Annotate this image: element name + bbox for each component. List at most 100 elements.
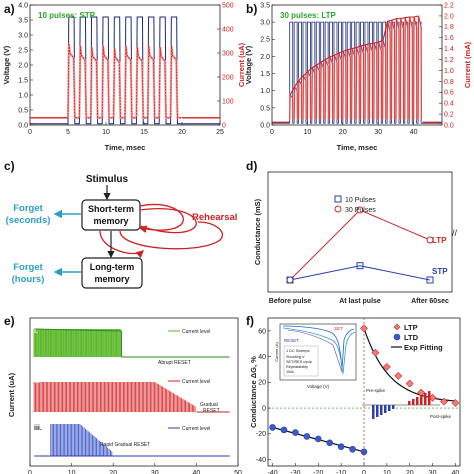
x-tick-label: -40: [268, 470, 278, 474]
panel-a-y-left-label: Voltage (V): [2, 45, 11, 84]
panel-e-x-ticks: 0 10 20 30 40 50: [28, 463, 242, 474]
legend-30-label: 30 Pulses: [345, 207, 376, 214]
panel-d-frame: [267, 171, 453, 293]
y-tick-label: 3.5: [18, 17, 28, 24]
spike-bars: [362, 391, 440, 419]
x-tick-label: 20: [339, 129, 347, 136]
legend-ltd-text: LTD: [404, 333, 419, 342]
current-pulse: [298, 79, 303, 120]
y-tick-label: 0.0: [260, 122, 270, 129]
pre-spike-bar: [384, 405, 387, 413]
y-tick-label: 0.5: [18, 107, 28, 114]
y-tick-label: 100: [222, 98, 234, 105]
current-pulse: [329, 56, 334, 120]
x-tick-label: 40: [410, 129, 418, 136]
y-tick-label: 0.0: [444, 122, 454, 129]
post-spike-bar: [416, 397, 419, 405]
forget-seconds-2: (seconds): [6, 215, 51, 226]
iv-note-4: 10dc: [286, 370, 294, 374]
y-tick-label: 0.8: [444, 79, 454, 86]
y-tick-label: -40: [256, 457, 266, 464]
x-tick-label: 20: [178, 129, 186, 136]
voltage-trace: [30, 16, 220, 125]
x-category-label: After 60sec: [411, 298, 449, 305]
current-pulse: [386, 21, 391, 120]
ltp-point: [360, 324, 368, 333]
y-tick-label: 3.0: [260, 20, 270, 27]
pre-spike-bar: [376, 405, 379, 417]
panel-a-y-left-ticks: 0.0 0.5 1.0 1.5 2.0 2.5 3.0 3.5 4.0: [18, 2, 33, 129]
panel-b-title: 30 pulses: LTP: [280, 11, 337, 20]
rehearsal-loop-1: [138, 203, 184, 234]
panel-d-y-label: Conductance (mS): [253, 198, 262, 265]
series-30-point: [286, 276, 294, 284]
iv-reset-label: RESET: [284, 338, 299, 343]
current-pulse: [289, 94, 294, 120]
ltd-point: [292, 429, 299, 436]
ltd-point: [314, 435, 322, 443]
ltd-point: [280, 426, 288, 434]
pre-spike-bar: [372, 405, 375, 419]
panel-e-y-label: Current (uA): [7, 372, 16, 417]
current-pulse: [369, 43, 373, 120]
current-pulse: [417, 15, 422, 120]
series-10-point: [426, 276, 434, 284]
y-tick-label: 2.2: [444, 2, 454, 9]
ltp-point: [382, 362, 391, 371]
note-i: Abrupt RESET: [158, 360, 191, 366]
current-pulse: [346, 49, 351, 120]
x-tick-label: 0: [362, 470, 366, 474]
panel-d-x-ticks: Before pulse At last pulse After 60sec: [269, 298, 449, 305]
x-tick-label: 10: [68, 470, 76, 474]
y-tick-label: 2.0: [260, 54, 270, 61]
panel-a-title: 10 pulses: STP: [38, 11, 96, 20]
x-tick-label: 0: [28, 470, 32, 474]
current-pulse-glow: [89, 46, 102, 119]
x-tick-label: 50: [234, 470, 242, 474]
legend-ii-text: Current level: [182, 379, 210, 385]
series-30-point: [356, 206, 364, 214]
sub-iii-label: iii.: [34, 425, 42, 432]
series-10-point: [356, 262, 364, 270]
y-tick-label: 0.0: [18, 122, 28, 129]
series-30-point: [426, 236, 434, 244]
y-tick-label: 40: [258, 354, 266, 361]
current-pulse-glow: [158, 46, 171, 119]
x-tick-label: 10: [383, 470, 391, 474]
iv-x-label: Voltage (V): [307, 384, 330, 389]
y-tick-label: 200: [222, 74, 234, 81]
sub-i-label: i.: [34, 328, 38, 335]
long-term-text-1: Long-term: [90, 262, 135, 272]
iv-curve-purple: [287, 329, 343, 373]
iv-notes-box: [283, 345, 319, 377]
y-tick-label: 0.2: [444, 111, 454, 118]
x-tick-label: 0: [270, 129, 274, 136]
post-spike-bar: [428, 391, 431, 405]
panel-a-y-right-label: Current (uA): [237, 42, 246, 87]
ltp-point: [451, 399, 460, 407]
current-pulse: [333, 55, 338, 120]
rehearsal-loop-4: [99, 230, 144, 259]
panel-f-series: [268, 318, 460, 466]
y-tick-label: 0.6: [444, 90, 454, 97]
current-pulse: [382, 40, 387, 120]
current-pulse: [360, 45, 365, 120]
panel-b: b) 30 pulses: LTP 0 10 20 30 40 0.0 0.5 1.0 1.5…: [244, 2, 472, 152]
x-tick-label: 30: [151, 470, 159, 474]
panel-b-y-left-ticks: 0.0 0.5 1.0 1.5 2.0 2.5 3.0 3.5: [260, 2, 275, 129]
panel-d-label: d): [246, 159, 257, 173]
x-tick-label: -30: [290, 470, 300, 474]
y-tick-label: 1.0: [260, 88, 270, 95]
current-pulse-glow: [101, 45, 114, 119]
current-pulse: [413, 16, 418, 120]
current-pulse: [311, 67, 316, 120]
current-pulse: [293, 85, 298, 120]
long-term-box: [81, 257, 143, 289]
y-tick-label: 300: [222, 50, 234, 57]
panel-e-series: [33, 328, 230, 457]
legend-iii-text: Current level: [182, 426, 210, 432]
panel-a-y-right-ticks: 0 100 200 300 400 500: [217, 2, 234, 129]
y-tick-label: 2.5: [18, 47, 28, 54]
panel-f-x-ticks: -40 -30 -20 -10 0 10 20 30 40: [268, 463, 459, 474]
